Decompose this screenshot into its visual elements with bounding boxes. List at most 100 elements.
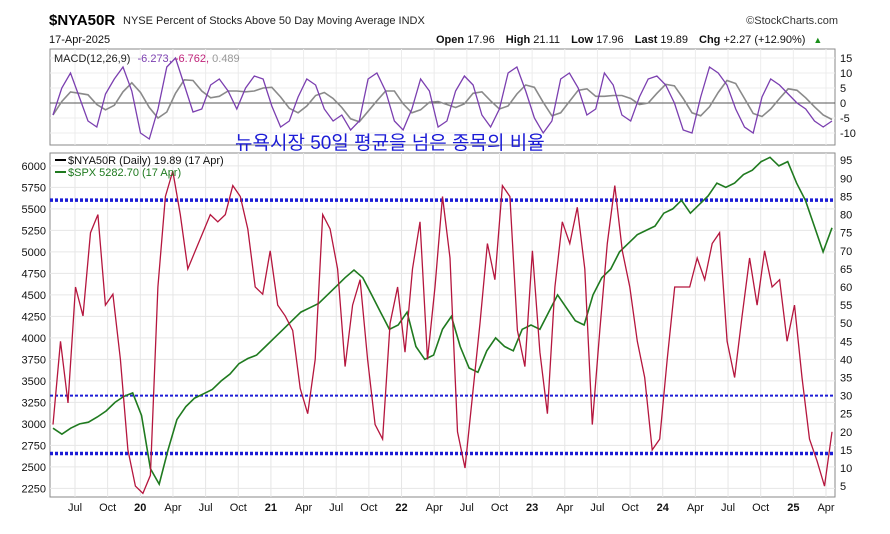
right-tick-label: 15 <box>840 445 852 457</box>
high-label: High <box>505 34 531 46</box>
x-tick-label: Jul <box>199 502 213 514</box>
macd-value-3: 0.489 <box>212 53 240 65</box>
right-tick-label: 35 <box>840 373 852 385</box>
low-value: 17.96 <box>596 34 624 46</box>
main-legend: $NYA50R (Daily) 19.89 (17 Apr) $SPX 5282… <box>55 155 224 179</box>
open-value: 17.96 <box>467 34 495 46</box>
right-tick-label: 55 <box>840 300 852 312</box>
chart-description: NYSE Percent of Stocks Above 50 Day Movi… <box>123 15 425 27</box>
x-tick-label: Apr <box>164 502 181 514</box>
right-tick-label: 90 <box>840 173 852 185</box>
left-tick-label: 2500 <box>22 462 46 474</box>
up-triangle-icon: ▲ <box>813 35 823 45</box>
x-tick-label: Jul <box>68 502 82 514</box>
left-tick-label: 2250 <box>22 483 46 495</box>
last-label: Last <box>634 34 658 46</box>
right-tick-label: 30 <box>840 391 852 403</box>
x-tick-label: 20 <box>134 502 146 514</box>
x-tick-label: 25 <box>787 502 799 514</box>
macd-tick-label: 10 <box>840 68 852 80</box>
x-tick-label: Apr <box>556 502 573 514</box>
x-tick-label: Oct <box>491 502 508 514</box>
macd-value-2: -6.762 <box>175 53 206 65</box>
right-tick-label: 45 <box>840 336 852 348</box>
x-tick-label: Apr <box>817 502 834 514</box>
spx-series-line <box>52 156 833 487</box>
left-tick-label: 6000 <box>22 161 46 173</box>
annotation-text: 뉴욕시장 50일 평균을 넘은 종목의 비율 <box>235 132 545 154</box>
right-tick-label: 5 <box>840 481 846 493</box>
high-value: 21.11 <box>533 34 561 46</box>
chg-label: Chg <box>699 34 721 46</box>
x-tick-label: Jul <box>590 502 604 514</box>
low-label: Low <box>571 34 594 46</box>
x-tick-label: Apr <box>426 502 443 514</box>
chg-value: +2.27 (+12.90%) <box>723 34 806 46</box>
x-tick-label: Oct <box>360 502 377 514</box>
left-tick-label: 5750 <box>22 182 46 194</box>
right-tick-label: 60 <box>840 282 852 294</box>
macd-value-1: -6.273 <box>137 53 168 65</box>
right-tick-label: 40 <box>840 354 852 366</box>
left-tick-label: 4500 <box>22 290 46 302</box>
x-tick-label: Jul <box>460 502 474 514</box>
chart-header: $NYA50R NYSE Percent of Stocks Above 50 … <box>0 0 890 48</box>
x-tick-label: Oct <box>752 502 769 514</box>
macd-tick-label: 5 <box>840 83 846 95</box>
macd-tick-label: 15 <box>840 53 852 65</box>
left-tick-label: 4750 <box>22 268 46 280</box>
right-tick-label: 65 <box>840 264 852 276</box>
x-tick-label: Apr <box>687 502 704 514</box>
macd-sep-1: , <box>169 53 175 65</box>
x-tick-label: Oct <box>622 502 639 514</box>
right-tick-label: 70 <box>840 246 852 258</box>
left-tick-label: 2750 <box>22 440 46 452</box>
chart-symbol: $NYA50R <box>49 12 116 29</box>
right-tick-label: 85 <box>840 191 852 203</box>
left-tick-label: 4250 <box>22 311 46 323</box>
x-tick-label: Oct <box>230 502 247 514</box>
macd-tick-label: -10 <box>840 128 856 140</box>
right-tick-label: 95 <box>840 155 852 167</box>
x-tick-label: 22 <box>395 502 407 514</box>
last-value: 19.89 <box>660 34 688 46</box>
macd-legend: MACD(12,26,9) -6.273, -6.762, 0.489 <box>54 53 240 65</box>
left-tick-label: 4000 <box>22 333 46 345</box>
spx-legend-label: $SPX 5282.70 (17 Apr) <box>68 167 181 179</box>
macd-line <box>52 56 833 141</box>
x-tick-label: Jul <box>721 502 735 514</box>
left-tick-label: 5250 <box>22 225 46 237</box>
left-tick-label: 5000 <box>22 247 46 259</box>
right-tick-label: 10 <box>840 463 852 475</box>
nya-legend-label: $NYA50R (Daily) 19.89 (17 Apr) <box>68 155 224 167</box>
main-panel: 6000 5750 5500 5250 5000 4750 4500 4250 4000 3750… <box>22 152 852 514</box>
macd-frame <box>49 48 836 146</box>
x-tick-label: 23 <box>526 502 538 514</box>
macd-sep-2: , <box>206 53 212 65</box>
x-tick-label: Apr <box>295 502 312 514</box>
macd-tick-label: 0 <box>840 98 846 110</box>
x-tick-label: 21 <box>265 502 277 514</box>
quote-date: 17-Apr-2025 <box>49 34 111 46</box>
left-tick-label: 3000 <box>22 419 46 431</box>
right-tick-label: 25 <box>840 409 852 421</box>
x-tick-label: 24 <box>657 502 670 514</box>
quote-summary: Open 17.96 High 21.11 Low 17.96 Last 19.… <box>436 34 822 46</box>
right-tick-label: 20 <box>840 427 852 439</box>
left-tick-label: 3250 <box>22 397 46 409</box>
brand-label[interactable]: ©StockCharts.com <box>746 15 838 27</box>
right-tick-label: 75 <box>840 228 852 240</box>
x-tick-label: Jul <box>329 502 343 514</box>
main-frame <box>49 152 836 498</box>
left-tick-label: 5500 <box>22 204 46 216</box>
left-tick-label: 3500 <box>22 376 46 388</box>
left-tick-label: 3750 <box>22 354 46 366</box>
right-tick-label: 50 <box>840 318 852 330</box>
x-tick-label: Oct <box>99 502 116 514</box>
macd-panel: 15 10 5 0 -5 -10 MACD(12,26,9) -6.273, -6.762… <box>49 48 856 146</box>
nya50r-series-line <box>52 170 833 495</box>
right-tick-label: 80 <box>840 210 852 222</box>
macd-tick-label: -5 <box>840 113 850 125</box>
open-label: Open <box>436 34 465 46</box>
